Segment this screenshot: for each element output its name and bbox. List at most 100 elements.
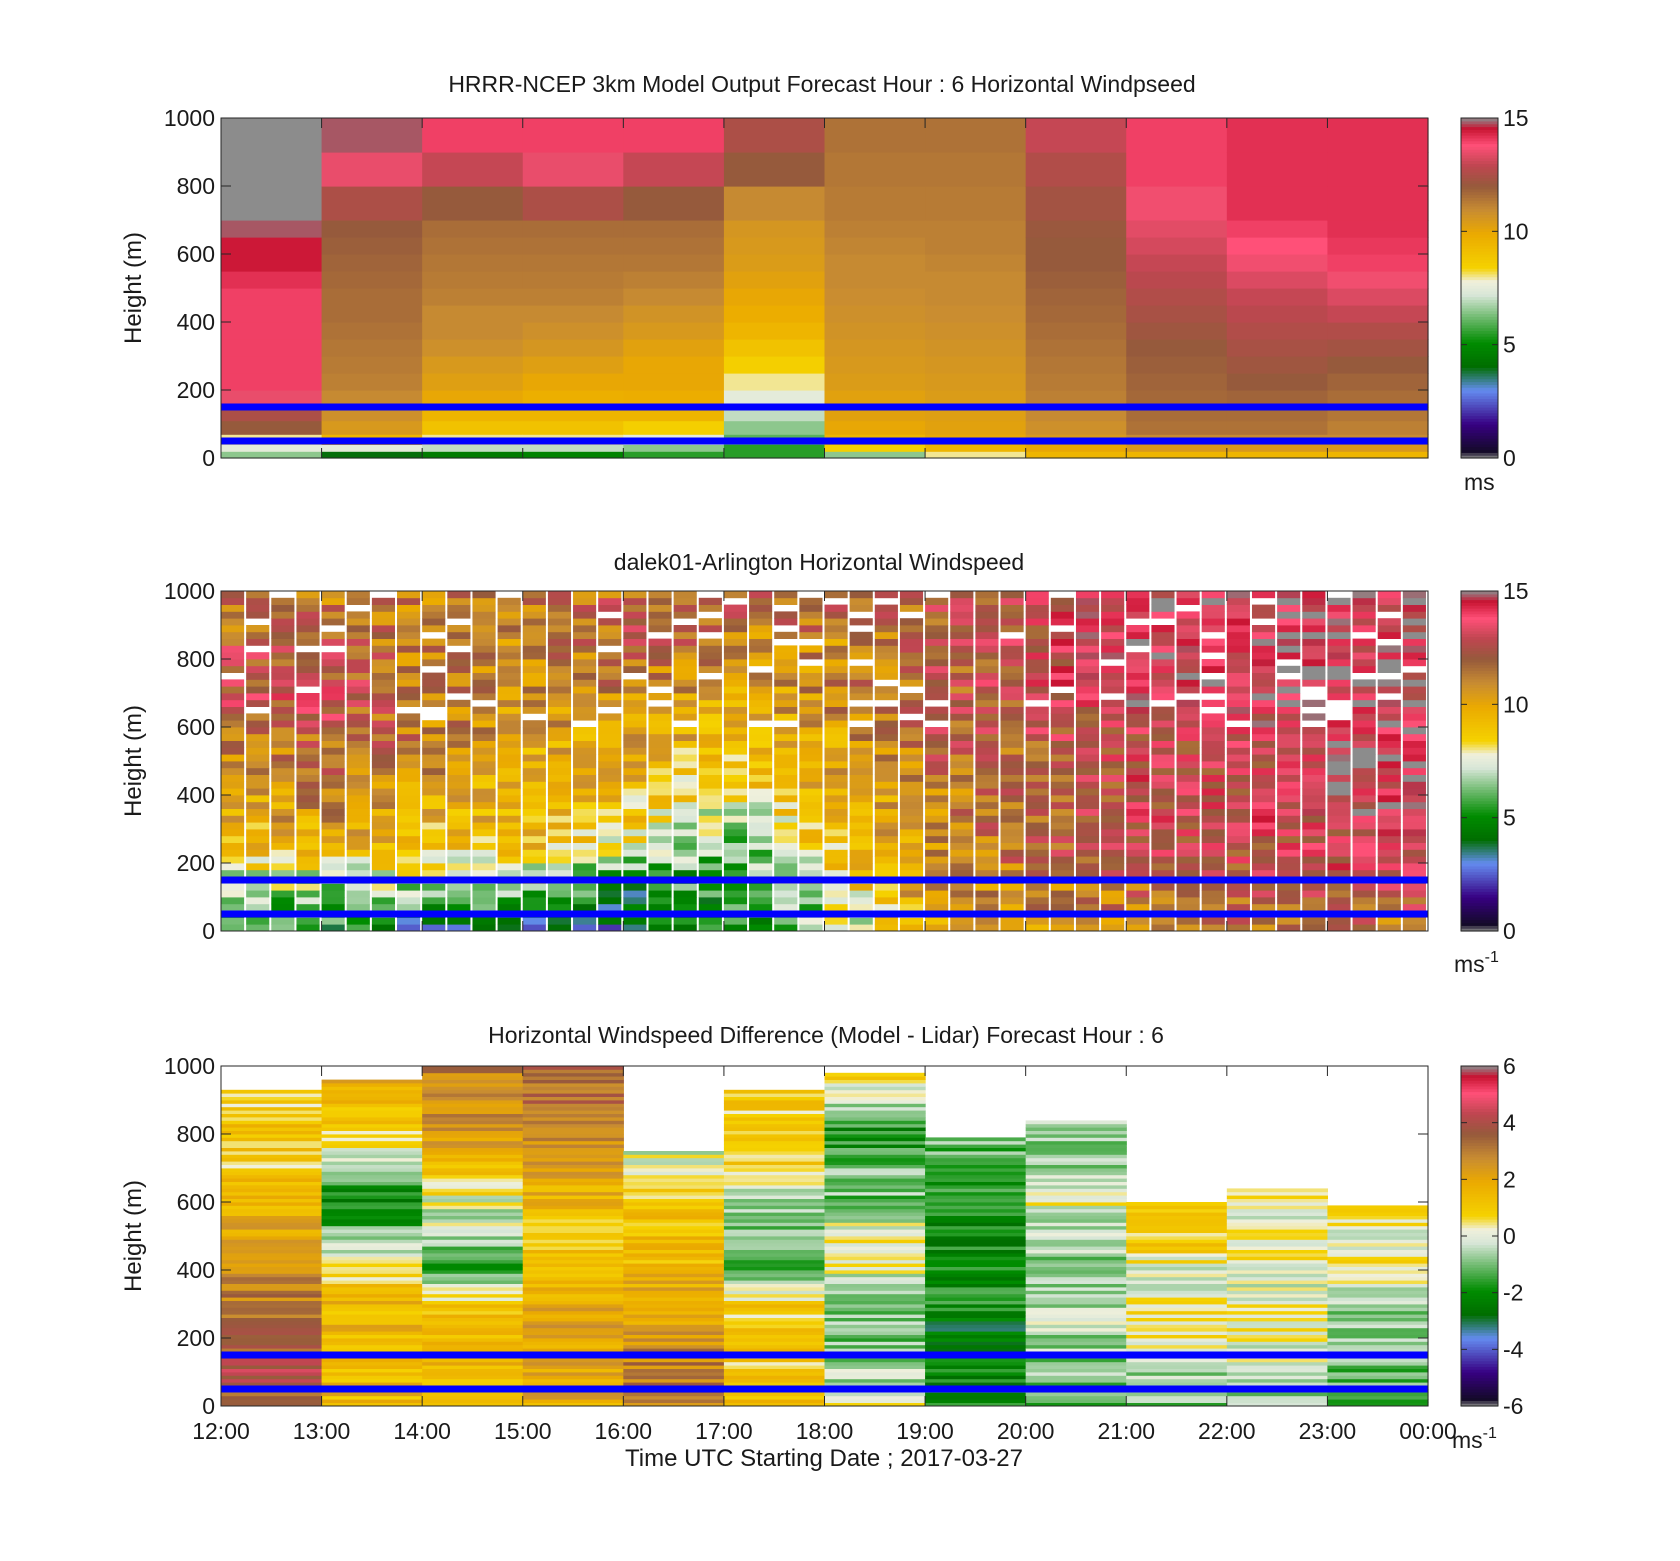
difference-cell — [723, 1236, 826, 1240]
lidar-cell — [472, 924, 496, 932]
difference-cell — [623, 1191, 725, 1196]
difference-cell — [925, 1232, 1027, 1237]
colorbar-segment — [1461, 1309, 1498, 1314]
colorbar-segment — [1461, 1170, 1498, 1175]
lidar-cell — [1327, 733, 1351, 741]
colorbar-segment — [1461, 902, 1498, 907]
lidar-cell — [1126, 781, 1150, 789]
lidar-cell — [648, 727, 672, 735]
difference-cell — [422, 1113, 524, 1118]
difference-cell — [824, 1096, 926, 1101]
lidar-cell — [849, 652, 873, 660]
lidar-cell — [874, 795, 898, 803]
lidar-cell — [296, 720, 320, 728]
lidar-cell — [749, 829, 773, 837]
difference-cell — [925, 1151, 1027, 1155]
lidar-cell — [1402, 903, 1426, 911]
lidar-cell — [1327, 611, 1351, 619]
lidar-cell — [874, 801, 898, 809]
lidar-cell — [1176, 869, 1200, 877]
colorbar-segment — [1461, 840, 1498, 844]
colorbar-segment — [1461, 1272, 1498, 1277]
lidar-cell — [371, 822, 396, 830]
lidar-cell — [1025, 740, 1049, 748]
lidar-cell — [221, 686, 245, 694]
difference-cell — [824, 1154, 926, 1159]
colorbar-segment — [1461, 1173, 1498, 1178]
lidar-cell — [271, 618, 295, 626]
model-cell — [321, 186, 423, 221]
lidar-cell — [221, 699, 245, 707]
difference-cell — [321, 1086, 423, 1091]
lidar-cell — [1226, 808, 1250, 816]
lidar-cell — [874, 863, 898, 871]
difference-cell — [824, 1232, 926, 1237]
lidar-cell — [1075, 897, 1100, 905]
lidar-cell — [899, 903, 924, 911]
lidar-cell — [1226, 869, 1250, 877]
lidar-cell — [1050, 597, 1074, 605]
difference-cell — [221, 1127, 323, 1131]
colorbar-segment — [1461, 1148, 1498, 1152]
lidar-cell — [1050, 774, 1074, 782]
lidar-cell — [371, 699, 396, 707]
colorbar-segment — [1461, 370, 1498, 374]
difference-cell — [925, 1229, 1027, 1233]
model-cell — [824, 451, 926, 459]
colorbar-segment — [1461, 140, 1498, 145]
colorbar-segment — [1461, 814, 1498, 819]
difference-cell — [723, 1127, 826, 1131]
model-cell — [1226, 220, 1329, 238]
difference-cell — [321, 1103, 423, 1108]
difference-cell — [1126, 1365, 1228, 1369]
lidar-cell — [1151, 829, 1175, 837]
model-cell — [723, 339, 826, 357]
lidar-cell — [271, 801, 295, 809]
lidar-cell — [648, 829, 672, 837]
lidar-cell — [1151, 611, 1175, 619]
difference-cell — [522, 1317, 624, 1322]
colorbar-segment — [1461, 707, 1498, 711]
lidar-cell — [1151, 890, 1175, 898]
lidar-cell — [1402, 835, 1426, 843]
difference-cell — [1126, 1287, 1228, 1291]
lidar-cell — [1277, 645, 1301, 653]
lidar-cell — [447, 672, 471, 680]
lidar-cell — [849, 665, 873, 673]
lidar-cell — [472, 652, 496, 660]
lidar-cell — [271, 829, 295, 837]
lidar-cell — [1000, 890, 1024, 898]
difference-cell — [1226, 1215, 1329, 1220]
difference-cell — [723, 1239, 826, 1244]
lidar-cell — [849, 822, 873, 830]
lidar-cell — [1025, 625, 1049, 633]
colorbar-segment — [1461, 871, 1498, 875]
model-cell — [522, 444, 624, 452]
difference-cell — [1025, 1324, 1127, 1329]
lidar-cell — [1176, 795, 1200, 803]
lidar-cell — [547, 693, 572, 701]
lidar-cell — [397, 754, 421, 762]
model-cell — [321, 339, 423, 357]
difference-cell — [723, 1310, 826, 1315]
difference-cell — [422, 1154, 524, 1159]
difference-cell — [925, 1270, 1027, 1274]
difference-cell — [824, 1270, 926, 1274]
colorbar-segment — [1461, 605, 1498, 609]
lidar-cell — [673, 890, 697, 898]
lidar-cell — [648, 591, 672, 599]
difference-cell — [321, 1290, 423, 1295]
difference-cell — [221, 1106, 323, 1111]
colorbar-segment — [1461, 860, 1498, 864]
lidar-cell — [723, 801, 748, 809]
lidar-cell — [573, 659, 597, 667]
lidar-cell — [1176, 597, 1200, 605]
lidar-cell — [1176, 591, 1200, 599]
colorbar-segment — [1461, 1156, 1498, 1161]
lidar-cell — [1000, 829, 1024, 837]
lidar-cell — [472, 672, 496, 680]
lidar-cell — [749, 631, 773, 639]
lidar-cell — [824, 788, 848, 796]
lidar-cell — [497, 835, 521, 843]
